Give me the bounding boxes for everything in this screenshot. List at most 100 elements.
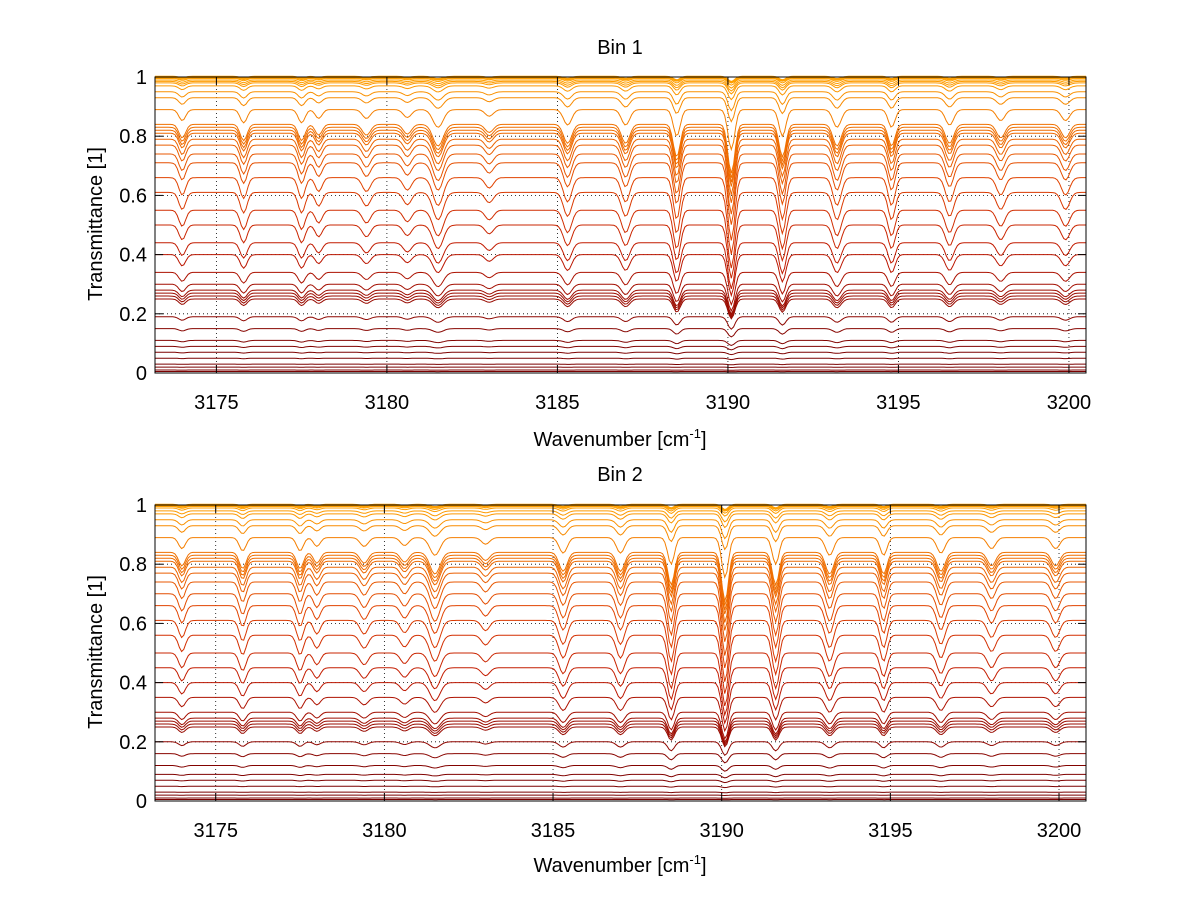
- y-axis-label: Transmittance [1]: [85, 575, 107, 729]
- series-line: [155, 506, 1086, 514]
- series-line: [155, 85, 1086, 101]
- series-line: [155, 634, 1086, 694]
- series-line: [155, 191, 1086, 255]
- y-tick-label: 1: [136, 67, 147, 89]
- series-line: [155, 560, 1086, 615]
- y-tick-label: 0.4: [119, 245, 147, 267]
- series-group: [155, 75, 1086, 374]
- series-line: [155, 254, 1086, 298]
- series-line: [155, 720, 1086, 745]
- series-line: [155, 682, 1086, 725]
- series-line: [155, 773, 1086, 779]
- series-line: [155, 753, 1086, 764]
- y-tick-label: 0.2: [119, 304, 147, 326]
- x-tick-label: 3195: [868, 820, 913, 842]
- x-axis-label-superscript: -1: [689, 852, 701, 867]
- series-line: [155, 519, 1086, 540]
- series-line: [155, 791, 1086, 794]
- chart-title: Bin 1: [597, 37, 643, 59]
- series-line: [155, 144, 1086, 203]
- chart-bin-2: Bin 2 3175 3180 3185 3190 3195 3200 0 0.2 0.4 0.6…: [85, 464, 1087, 877]
- series-line: [155, 723, 1086, 746]
- chart-bin-1: Bin 1 3175 3180 3185 3190 3195 3200 0 0.2 0.4 0.6…: [85, 37, 1091, 451]
- series-line: [155, 153, 1086, 215]
- x-tick-label: 3190: [699, 820, 744, 842]
- y-tick-label: 1: [136, 495, 147, 517]
- y-tick-label: 0.6: [119, 613, 147, 635]
- series-line: [155, 525, 1086, 551]
- series-line: [155, 652, 1086, 707]
- y-tick-label: 0: [136, 363, 147, 385]
- series-line: [155, 554, 1086, 606]
- series-line: [155, 566, 1086, 623]
- x-axis-label-end: ]: [701, 855, 707, 877]
- plot-frame: [154, 76, 1087, 374]
- series-line: [155, 507, 1086, 517]
- series-line: [155, 711, 1086, 740]
- x-axis-label-end: ]: [701, 429, 707, 451]
- series-group: [155, 503, 1086, 802]
- y-tick-label: 0.8: [119, 554, 147, 576]
- series-line: [155, 271, 1086, 307]
- y-tick-label: 0: [136, 791, 147, 813]
- series-line: [155, 123, 1086, 174]
- series-line: [155, 79, 1086, 89]
- series-line: [155, 667, 1086, 717]
- axis-ticks: 3175 3180 3185 3190 3195 3200 0 0.2 0.4 0.6 0.8 1: [119, 495, 1086, 842]
- chart-title: Bin 2: [597, 464, 643, 486]
- x-tick-label: 3180: [365, 392, 410, 414]
- y-tick-label: 0.8: [119, 126, 147, 148]
- series-line: [155, 292, 1086, 317]
- x-tick-label: 3200: [1047, 392, 1092, 414]
- series-line: [155, 696, 1086, 733]
- x-tick-label: 3200: [1037, 820, 1082, 842]
- grid-lines: [155, 504, 1086, 802]
- series-line: [155, 513, 1086, 529]
- y-tick-label: 0.2: [119, 732, 147, 754]
- series-line: [155, 741, 1086, 757]
- series-line: [155, 316, 1086, 330]
- x-tick-label: 3195: [876, 392, 921, 414]
- series-line: [155, 295, 1086, 319]
- series-line: [155, 765, 1086, 772]
- plot-frame: [154, 504, 1087, 802]
- series-line: [155, 242, 1086, 290]
- x-axis-label: Wavenumber [cm-1]: [533, 852, 706, 877]
- series-line: [155, 224, 1086, 279]
- series-line: [155, 129, 1086, 183]
- x-axis-label: Wavenumber [cm-1]: [533, 426, 706, 451]
- series-line: [155, 80, 1086, 92]
- x-tick-label: 3180: [362, 820, 407, 842]
- series-line: [155, 138, 1086, 195]
- series-line: [155, 619, 1086, 682]
- series-line: [155, 132, 1086, 187]
- series-line: [155, 726, 1086, 748]
- series-line: [155, 162, 1086, 225]
- y-tick-label: 0.6: [119, 185, 147, 207]
- series-line: [155, 109, 1086, 152]
- series-line: [155, 351, 1086, 356]
- series-line: [155, 328, 1086, 338]
- series-line: [155, 551, 1086, 603]
- series-line: [155, 339, 1086, 346]
- series-line: [155, 91, 1086, 112]
- x-axis-label-main: Wavenumber [cm: [533, 429, 689, 451]
- series-line: [155, 717, 1086, 743]
- series-line: [155, 537, 1086, 579]
- x-tick-label: 3175: [193, 820, 238, 842]
- series-line: [155, 785, 1086, 789]
- series-line: [155, 572, 1086, 631]
- y-axis-label: Transmittance [1]: [85, 147, 107, 301]
- x-tick-label: 3185: [531, 820, 576, 842]
- series-line: [155, 298, 1086, 320]
- series-line: [155, 357, 1086, 361]
- series-line: [155, 605, 1086, 669]
- series-line: [155, 97, 1086, 123]
- x-tick-label: 3175: [194, 392, 239, 414]
- series-line: [155, 209, 1086, 269]
- y-tick-label: 0.4: [119, 673, 147, 695]
- x-tick-label: 3185: [535, 392, 580, 414]
- series-line: [155, 82, 1086, 95]
- x-axis-label-main: Wavenumber [cm: [533, 855, 689, 877]
